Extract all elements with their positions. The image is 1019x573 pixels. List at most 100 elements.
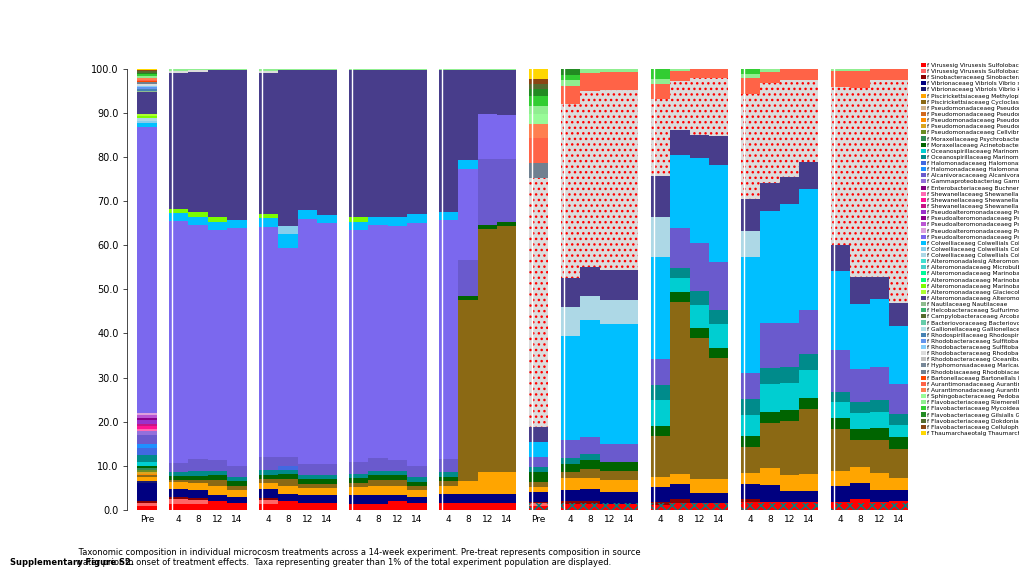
Bar [650, 99, 669, 176]
Bar [169, 73, 189, 209]
Bar [599, 270, 619, 300]
Bar [689, 78, 708, 135]
Bar [137, 418, 156, 420]
Bar [298, 464, 317, 475]
Bar [529, 442, 548, 457]
Bar [889, 501, 908, 510]
Bar [278, 69, 298, 70]
Bar [189, 70, 208, 72]
Bar [169, 71, 189, 73]
Bar [669, 499, 689, 503]
Bar [759, 183, 779, 211]
Bar [496, 226, 516, 472]
Bar [259, 457, 278, 470]
Bar [619, 90, 638, 270]
Bar [779, 323, 798, 367]
Bar [227, 219, 247, 229]
Bar [259, 474, 278, 479]
Bar [619, 503, 638, 510]
Bar [650, 217, 669, 257]
Bar [689, 503, 708, 510]
Bar [227, 69, 247, 70]
Bar [137, 91, 156, 92]
Bar [580, 489, 599, 501]
Bar [560, 104, 580, 278]
Bar [259, 470, 278, 474]
Bar [208, 480, 227, 486]
Bar [438, 494, 458, 503]
Bar [830, 69, 850, 72]
Bar [599, 69, 619, 72]
Bar [650, 99, 669, 176]
Bar [779, 367, 798, 383]
Bar [278, 234, 298, 248]
Bar [619, 90, 638, 270]
Bar [137, 415, 156, 418]
Bar [560, 336, 580, 440]
Bar [599, 324, 619, 444]
Bar [869, 277, 889, 299]
Bar [208, 495, 227, 501]
Text: Supplementary Figure S2.: Supplementary Figure S2. [10, 558, 135, 567]
Bar [850, 439, 869, 466]
Bar [208, 70, 227, 217]
Bar [387, 70, 407, 217]
Bar [407, 486, 426, 490]
Bar [137, 477, 156, 481]
Bar [189, 69, 208, 70]
Bar [477, 503, 496, 510]
Bar [529, 69, 548, 79]
Bar [889, 69, 908, 80]
Bar [137, 429, 156, 431]
Bar [189, 72, 208, 212]
Bar [298, 488, 317, 494]
Bar [599, 492, 619, 504]
Bar [259, 218, 278, 227]
Bar [759, 211, 779, 323]
Bar [529, 457, 548, 467]
Bar [458, 70, 477, 160]
Bar [496, 69, 516, 70]
Bar [458, 69, 477, 70]
Bar [798, 502, 817, 510]
Bar [889, 303, 908, 326]
Bar [227, 481, 247, 486]
Bar [759, 72, 779, 83]
Bar [619, 480, 638, 492]
Bar [759, 323, 779, 367]
Bar [798, 474, 817, 491]
Bar [137, 92, 156, 114]
Bar [798, 80, 817, 162]
Bar [368, 471, 387, 476]
Bar [259, 71, 278, 73]
Bar [368, 486, 387, 495]
Bar [869, 80, 889, 277]
Bar [560, 464, 580, 472]
Bar [169, 504, 189, 510]
Bar [368, 504, 387, 510]
Bar [387, 460, 407, 471]
Bar [438, 481, 458, 486]
Bar [348, 462, 368, 474]
Bar [708, 358, 728, 478]
Bar [189, 480, 208, 483]
Bar [387, 486, 407, 495]
Bar [208, 222, 227, 230]
Bar [496, 472, 516, 494]
Bar [650, 401, 669, 426]
Bar [689, 305, 708, 328]
Bar [387, 69, 407, 70]
Bar [137, 507, 156, 510]
Bar [317, 70, 336, 214]
Bar [740, 69, 759, 74]
Bar [259, 489, 278, 498]
Bar [850, 72, 869, 88]
Bar [137, 123, 156, 127]
Bar [850, 69, 869, 72]
Bar [580, 91, 599, 267]
Bar [889, 80, 908, 303]
Bar [259, 498, 278, 500]
Bar [869, 367, 889, 401]
Bar [458, 260, 477, 296]
Bar [278, 248, 298, 457]
